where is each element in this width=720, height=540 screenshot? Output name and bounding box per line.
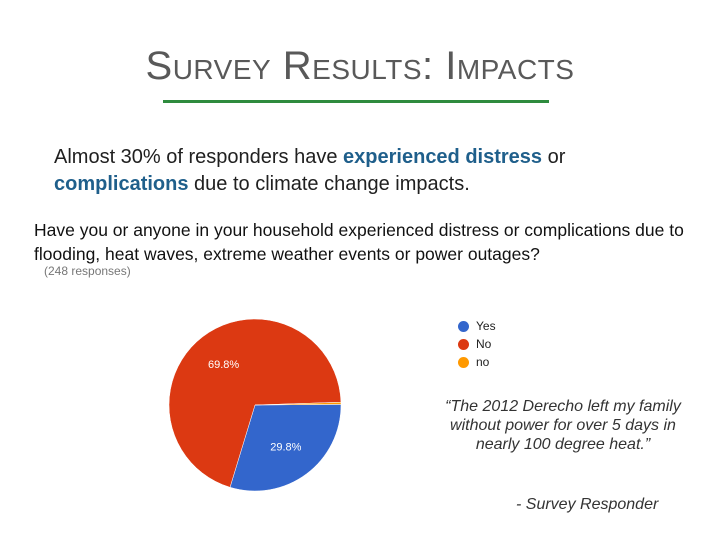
legend-swatch-0 — [458, 320, 469, 332]
chart-title: Have you or anyone in your household exp… — [34, 220, 684, 264]
summary-highlight-distress: experienced distress — [343, 146, 543, 168]
slide-title: Survey Results: Impacts — [145, 44, 575, 88]
legend-label-0: Yes — [476, 319, 496, 333]
summary-text: Almost 30% of responders have experience… — [54, 144, 674, 198]
legend-label-1: No — [476, 337, 492, 351]
legend-item-1: No — [458, 335, 496, 353]
legend-item-0: Yes — [458, 317, 496, 335]
pie-data-label-0: 29.8% — [270, 441, 301, 453]
pie-slice-no-2 — [254, 401, 342, 406]
quote-text: “The 2012 Derecho left my family without… — [445, 398, 681, 453]
title-underline — [163, 100, 549, 103]
pie-chart: 29.8% 69.8% — [168, 318, 342, 492]
pie-slice-yes-0 — [229, 404, 342, 492]
response-count: (248 responses) — [44, 264, 131, 278]
pie-data-label-1: 69.8% — [208, 359, 239, 371]
pie-slice-no-1 — [168, 318, 342, 488]
summary-part-3: due to climate change impacts. — [188, 173, 470, 195]
legend-swatch-2 — [458, 356, 469, 368]
summary-part-2: or — [542, 146, 566, 168]
quote-attribution: - Survey Responder — [516, 496, 659, 513]
legend-swatch-1 — [458, 338, 469, 350]
legend-label-2: no — [476, 355, 490, 369]
summary-part-1: Almost 30% of responders have — [54, 146, 344, 168]
summary-highlight-complications: complications — [54, 173, 189, 195]
chart-legend: Yes No no — [458, 317, 496, 371]
legend-item-2: no — [458, 353, 496, 371]
